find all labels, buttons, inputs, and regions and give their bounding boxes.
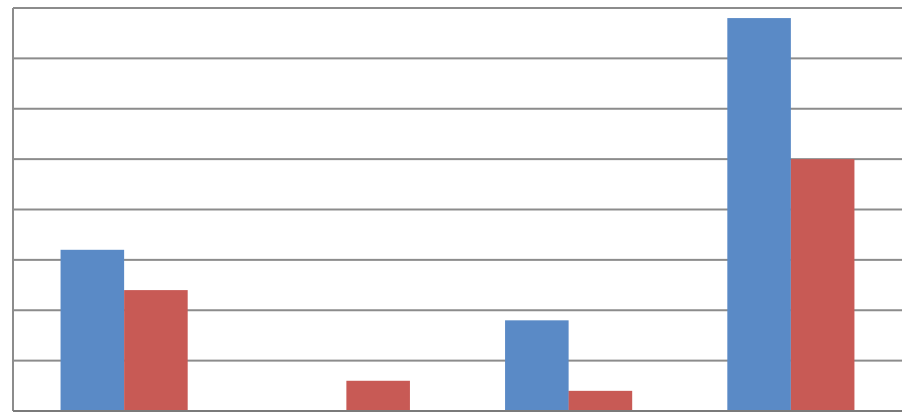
bar <box>505 320 569 411</box>
bar <box>60 249 125 411</box>
bar <box>727 18 791 411</box>
bar <box>568 390 633 411</box>
bar <box>790 159 855 411</box>
bar <box>124 290 188 411</box>
bar <box>346 380 410 411</box>
